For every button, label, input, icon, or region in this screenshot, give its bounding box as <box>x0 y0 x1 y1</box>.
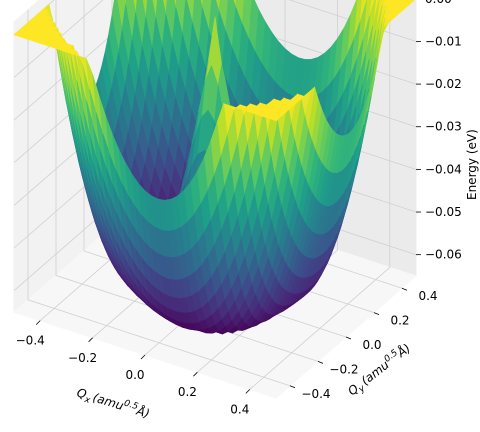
x-tick-mark <box>193 371 198 377</box>
z-tick-label: −0.05 <box>425 205 462 219</box>
surface-patch <box>197 156 208 204</box>
z-tick-label: −0.04 <box>425 162 462 176</box>
z-tick-label: −0.02 <box>425 77 462 91</box>
surface-patch <box>268 115 281 122</box>
z-tick-label: −0.03 <box>425 120 462 134</box>
y-tick-label: −0.2 <box>329 362 358 376</box>
axis-ticks: −0.4 −0.2 0.0 0.2 0.4 −0.4 −0.2 0.0 0.2 0.4 0.00 −0… <box>16 0 462 416</box>
y-tick-mark <box>373 312 380 315</box>
x-tick-mark <box>245 389 251 394</box>
y-tick-mark <box>345 336 352 340</box>
x-tick-label: −0.2 <box>68 351 97 365</box>
x-tick-label: 0.4 <box>230 402 249 416</box>
x-tick-mark <box>35 320 41 325</box>
y-tick-mark <box>401 287 408 291</box>
y-tick-label: 0.0 <box>362 338 381 352</box>
z-axis-label: Energy (eV) <box>465 129 479 200</box>
x-tick-label: 0.0 <box>125 368 144 382</box>
z-tick-label: 0.00 <box>425 0 452 6</box>
x-tick-mark <box>140 354 146 360</box>
y-tick-mark <box>317 361 324 364</box>
z-tick-label: −0.01 <box>425 34 462 48</box>
y-tick-mark <box>289 385 296 389</box>
x-grid-line-4 <box>249 0 391 390</box>
x-axis-label: Qx(amu0.5Å) <box>74 385 151 424</box>
y-tick-label: 0.2 <box>390 314 409 328</box>
y-grid-line-0 <box>27 9 291 387</box>
y-tick-label: 0.4 <box>418 289 437 303</box>
y-tick-label: −0.4 <box>301 387 330 401</box>
x-tick-label: −0.4 <box>16 334 45 348</box>
x-tick-label: 0.2 <box>178 385 197 399</box>
x-tick-mark <box>88 337 93 343</box>
energy-surface <box>13 0 416 335</box>
z-tick-label: −0.06 <box>425 248 462 262</box>
